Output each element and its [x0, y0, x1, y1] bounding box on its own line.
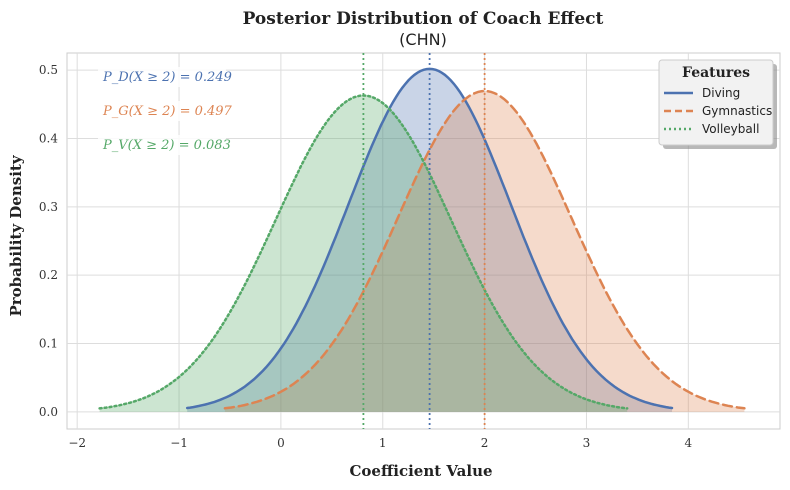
- y-tick-label: 0.5: [39, 63, 58, 77]
- x-tick-label: −2: [68, 436, 86, 450]
- gymnastics-prob-label: P_G(X ≥ 2) = 0.497: [102, 104, 233, 119]
- diving-prob-backdrop: [98, 67, 226, 87]
- y-tick-label: 0.1: [39, 337, 58, 351]
- chart-title: Posterior Distribution of Coach Effect: [243, 9, 604, 29]
- y-axis-label: Probability Density: [7, 154, 25, 316]
- gymnastics-density-curve: [223, 89, 746, 410]
- y-tick-label: 0.0: [39, 405, 58, 419]
- y-tick-label: 0.3: [39, 200, 58, 214]
- probability-annotations: P_D(X ≥ 2) = 0.249 P_G(X ≥ 2) = 0.497 P_V(…: [98, 67, 233, 155]
- legend-label-volleyball: Volleyball: [702, 122, 759, 136]
- legend-items: Diving Gymnastics Volleyball: [664, 86, 772, 136]
- x-tick-label: 1: [379, 436, 387, 450]
- gymnastics-density-fill: [224, 91, 745, 412]
- y-ticks: 0.0 0.1 0.2 0.3 0.4 0.5: [39, 63, 58, 419]
- legend: Features Diving Gymnastics Volleyball: [658, 59, 777, 149]
- x-tick-label: −1: [170, 436, 188, 450]
- legend-label-diving: Diving: [702, 86, 740, 100]
- chart-subtitle: (CHN): [399, 30, 447, 49]
- x-axis-label: Coefficient Value: [349, 462, 492, 480]
- legend-title: Features: [682, 65, 750, 81]
- y-tick-label: 0.2: [39, 268, 58, 282]
- legend-box: [658, 59, 774, 146]
- y-tick-label: 0.4: [39, 131, 58, 145]
- gymnastics-prob-backdrop: [98, 101, 226, 121]
- legend-label-gymnastics: Gymnastics: [702, 104, 772, 118]
- volleyball-density-curve: [98, 94, 629, 410]
- x-ticks: −2 −1 0 1 2 3 4: [68, 436, 692, 450]
- x-tick-label: 2: [481, 436, 489, 450]
- diving-prob-label: P_D(X ≥ 2) = 0.249: [102, 70, 232, 85]
- diving-density-fill: [187, 68, 672, 412]
- volleyball-prob-backdrop: [98, 135, 226, 155]
- x-tick-label: 3: [583, 436, 591, 450]
- x-tick-label: 4: [685, 436, 693, 450]
- x-tick-label: 0: [277, 436, 285, 450]
- volleyball-prob-label: P_V(X ≥ 2) = 0.083: [102, 138, 231, 153]
